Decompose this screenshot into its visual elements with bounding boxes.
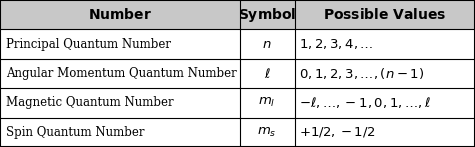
Text: $\mathbf{Symbol}$: $\mathbf{Symbol}$ [238, 6, 296, 24]
Bar [0, 0, 475, 29]
Text: $\mathbf{Number}$: $\mathbf{Number}$ [88, 7, 152, 22]
Text: $\ell$: $\ell$ [264, 66, 271, 81]
Text: Principal Quantum Number: Principal Quantum Number [6, 38, 171, 51]
Text: Angular Momentum Quantum Number: Angular Momentum Quantum Number [6, 67, 237, 80]
Text: $m_l$: $m_l$ [258, 96, 276, 110]
Text: $0, 1, 2, 3, \ldots, (n-1)$: $0, 1, 2, 3, \ldots, (n-1)$ [299, 66, 425, 81]
Text: $-\ell, \ldots, -1, 0, 1, \ldots, \ell$: $-\ell, \ldots, -1, 0, 1, \ldots, \ell$ [299, 95, 431, 110]
Text: $n$: $n$ [262, 38, 272, 51]
Text: $m_s$: $m_s$ [257, 126, 277, 139]
Text: Spin Quantum Number: Spin Quantum Number [6, 126, 144, 139]
Text: Magnetic Quantum Number: Magnetic Quantum Number [6, 96, 173, 109]
Text: $1, 2, 3, 4, \ldots$: $1, 2, 3, 4, \ldots$ [299, 37, 374, 51]
Text: $+1/2, -1/2$: $+1/2, -1/2$ [299, 125, 376, 139]
Text: $\mathbf{Possible\ Values}$: $\mathbf{Possible\ Values}$ [323, 7, 446, 22]
